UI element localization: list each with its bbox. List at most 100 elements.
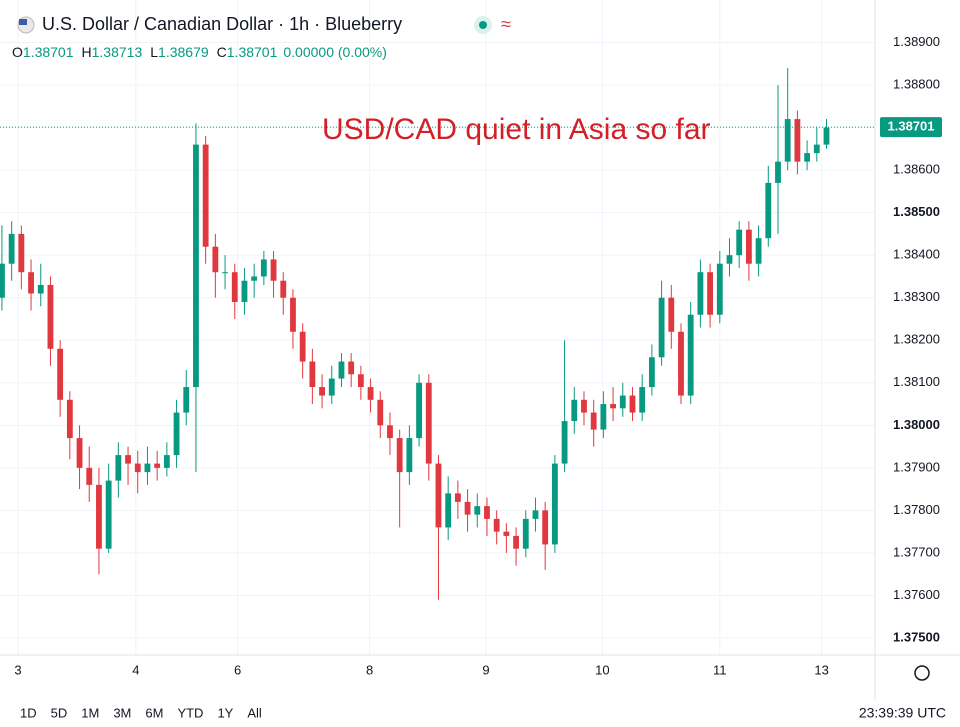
candle-body [794, 119, 801, 162]
y-tick-label: 1.38400 [893, 247, 940, 262]
ohlc-value: 1.38679 [158, 44, 209, 60]
candle-body [134, 463, 141, 473]
y-tick-label: 1.37700 [893, 544, 940, 559]
candle-body [513, 535, 519, 549]
x-tick-label: 10 [595, 662, 609, 677]
candle-body [678, 331, 684, 396]
candle-body [736, 229, 743, 256]
candle-body [406, 438, 413, 473]
candle-body [716, 263, 723, 315]
candle-body [522, 518, 529, 549]
candle-body [115, 455, 122, 481]
ohlc-line: O1.38701 H1.38713 L1.38679 C1.38701 0.00000 … [12, 44, 387, 60]
period-button[interactable]: 1D [20, 705, 37, 720]
candle-body [416, 382, 422, 439]
candle-body [309, 361, 316, 388]
ohlc-key: C [217, 44, 227, 60]
annotation: USD/CAD quiet in Asia so far [322, 113, 711, 146]
candle-body [231, 272, 238, 302]
candle-body [57, 348, 64, 400]
ohlc-value: 1.38713 [92, 44, 143, 60]
last-price-tag [880, 117, 942, 138]
footer: 1D 5D 1M 3M 6M YTD 1Y All 23:39:39 UTC [20, 665, 946, 721]
candle-body [348, 361, 355, 375]
y-tick-label: 1.38500 [893, 204, 940, 219]
candle-body [299, 331, 306, 362]
candle-body [551, 463, 558, 545]
candle-body [173, 412, 180, 456]
candle-body [183, 387, 190, 413]
x-tick-label: 11 [713, 662, 727, 677]
ohlc-key: L [150, 44, 158, 60]
candle-body [571, 399, 578, 422]
candle-body [251, 276, 258, 281]
candle-body [8, 233, 15, 264]
candle-body [726, 255, 733, 264]
candle-body [241, 280, 248, 302]
candle-body [290, 297, 296, 332]
period-button[interactable]: 1Y [217, 705, 233, 720]
candle-body [435, 463, 442, 528]
y-tick-label: 1.37600 [893, 587, 940, 602]
y-tick-label: 1.38300 [893, 289, 940, 304]
candle-body [639, 387, 646, 413]
ohlc-value: 1.38701 [23, 44, 74, 60]
x-tick-label: 8 [366, 662, 373, 677]
ohlc-key: H [82, 44, 92, 60]
candle-body [745, 229, 752, 264]
y-tick-label: 1.38800 [893, 77, 940, 92]
candle-body [47, 284, 54, 349]
candle-body [396, 438, 403, 473]
candle-body [212, 246, 219, 273]
y-tick-label: 1.38900 [893, 34, 940, 49]
candle-body [532, 510, 539, 519]
candle-body [648, 357, 655, 388]
y-tick-label: 1.37500 [893, 629, 940, 644]
candle-body [163, 455, 170, 468]
candle-body [755, 238, 762, 264]
x-tick-label: 3 [14, 662, 21, 677]
candle-body [590, 412, 597, 430]
candle-body [687, 314, 694, 396]
period-button[interactable]: 1M [81, 705, 99, 720]
period-button[interactable]: 5D [51, 705, 68, 720]
period-button[interactable]: 6M [145, 705, 163, 720]
header: U.S. Dollar / Canadian Dollar · 1h · Blu… [12, 14, 511, 60]
candle-body [76, 438, 83, 468]
status-dot [479, 21, 487, 29]
candle-body [464, 501, 471, 515]
candle-body [222, 272, 228, 274]
y-tick-label: 1.37800 [893, 502, 940, 517]
candle-body [387, 425, 393, 439]
candle-body [260, 259, 267, 277]
x-tick-label: 13 [814, 662, 828, 677]
candle-body [474, 506, 481, 515]
axes: 1.37500 1.37600 1.37700 1.37800 1.37900 1.380… [0, 34, 942, 677]
candle-body [193, 144, 199, 388]
candle-body [280, 280, 287, 298]
x-tick-label: 4 [132, 662, 139, 677]
candle-body [202, 144, 209, 247]
candle-body [581, 399, 587, 413]
candle-body [86, 467, 93, 485]
wave-icon: ≈ [501, 14, 511, 34]
candle-body [658, 297, 665, 358]
period-button[interactable]: YTD [177, 705, 203, 720]
period-button[interactable]: All [247, 705, 262, 720]
candle-body [484, 506, 490, 519]
candle-body [668, 297, 675, 332]
candle-body [493, 518, 500, 532]
candle-body [697, 272, 704, 315]
candle-body [18, 233, 25, 273]
candle-body [542, 510, 549, 545]
settings-icon[interactable] [914, 665, 930, 681]
candle-body [445, 493, 452, 528]
candle-body [454, 493, 461, 502]
candle-body [784, 119, 791, 162]
period-button[interactable]: 3M [113, 705, 131, 720]
y-tick-label: 1.38000 [893, 417, 940, 432]
grid [0, 0, 875, 655]
x-tick-label: 6 [234, 662, 241, 677]
candle-body [0, 263, 5, 298]
